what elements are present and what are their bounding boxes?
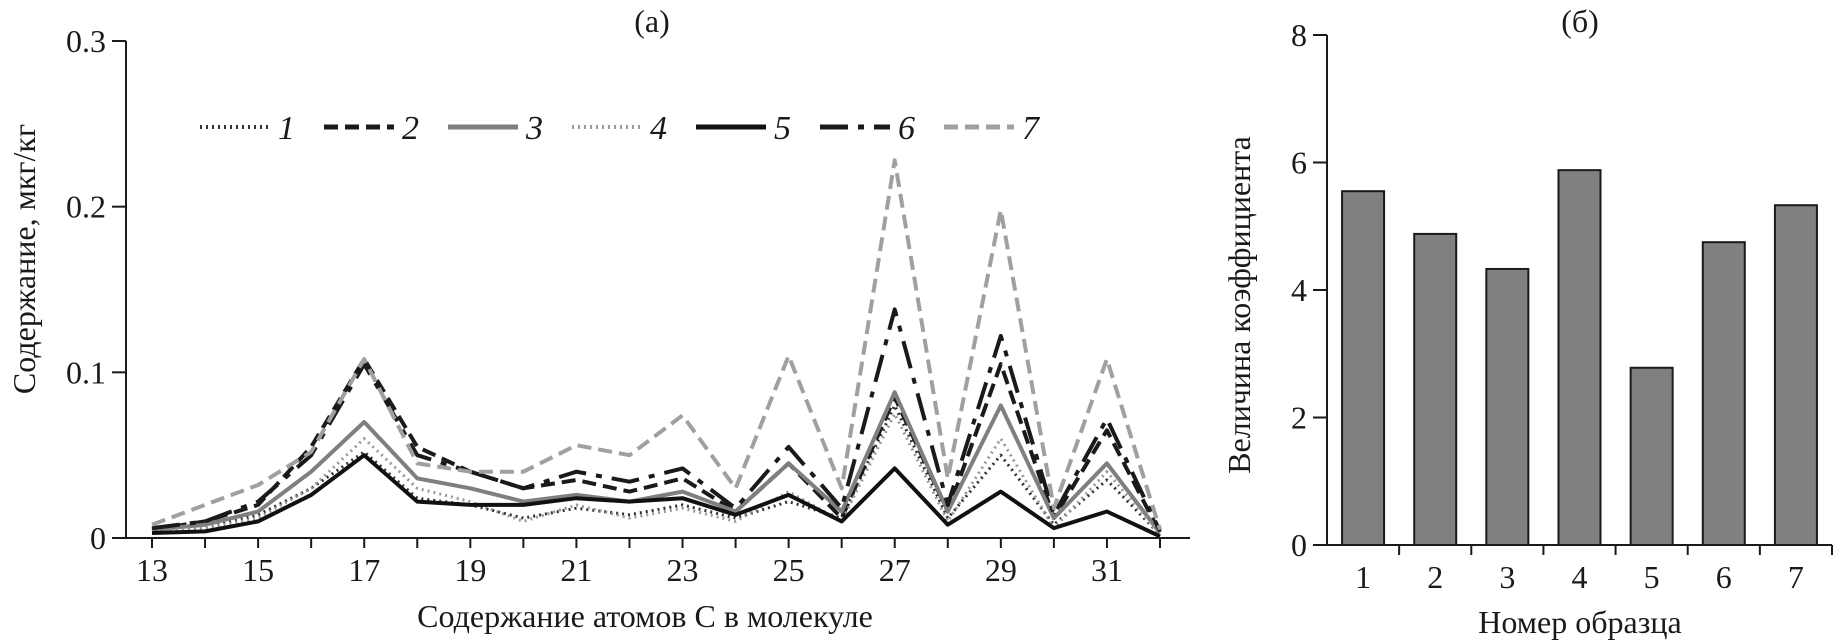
panel-b-bars (1341, 169, 1818, 546)
panel-b-bar-chart: (б) Величина коэффициента Номер образца … (1221, 3, 1833, 640)
bar-sample-7 (1773, 204, 1818, 546)
panel-b-y-ticks: 0 2 4 6 8 (1291, 17, 1327, 563)
legend-label-1: 1 (278, 110, 295, 147)
panel-a-x-tick-label: 17 (348, 552, 380, 588)
panel-a-x-tick-label: 31 (1091, 552, 1123, 588)
legend-label-2: 2 (402, 110, 419, 147)
panel-a-x-tick-label: 29 (985, 552, 1017, 588)
series-line-7 (151, 158, 1162, 531)
legend-label-7: 7 (1022, 110, 1041, 147)
bar-sample-6 (1701, 241, 1746, 546)
panel-a-ylabel: Содержание, мкг/кг (6, 124, 42, 394)
panel-b-x-ticks: 1 2 3 4 5 6 7 (1355, 545, 1833, 595)
panel-b-ylabel: Величина коэффициента (1221, 136, 1257, 474)
bar-sample-3 (1485, 267, 1530, 546)
panel-b-x-tick-label: 6 (1716, 559, 1732, 595)
legend-label-5: 5 (774, 110, 791, 147)
panel-a-y-tick-label: 0.3 (66, 23, 106, 59)
panel-a-x-tick-label: 23 (667, 552, 699, 588)
panel-a-x-tick-label: 19 (454, 552, 486, 588)
bar-sample-4 (1557, 169, 1602, 546)
panel-a-title: (а) (634, 3, 670, 39)
panel-b-x-tick-label: 2 (1427, 559, 1443, 595)
legend-label-4: 4 (650, 110, 667, 147)
panel-b-x-tick-label: 3 (1499, 559, 1515, 595)
series-line-4 (151, 412, 1162, 536)
legend-label-3: 3 (525, 110, 543, 147)
panel-a-x-ticks: 13 15 17 19 21 23 25 27 29 31 (136, 538, 1161, 588)
bar-sample-1 (1341, 190, 1386, 546)
panel-a-legend: 1 2 3 4 5 6 7 (200, 110, 1041, 147)
panel-a-line-chart: (а) Содержание, мкг/кг Содержание атомов… (6, 3, 1190, 634)
panel-a-y-tick-label: 0.2 (66, 189, 106, 225)
panel-b-x-tick-label: 7 (1788, 559, 1804, 595)
panel-a-x-tick-label: 15 (242, 552, 274, 588)
series-line-3 (151, 390, 1162, 535)
panel-a-series (151, 158, 1162, 539)
bar-sample-5 (1629, 366, 1674, 546)
panel-a-x-tick-label: 25 (773, 552, 805, 588)
panel-b-y-tick-label: 2 (1291, 400, 1307, 436)
series-line-5 (151, 453, 1161, 539)
panel-a-x-tick-label: 27 (879, 552, 911, 588)
panel-b-xlabel: Номер образца (1478, 604, 1681, 640)
series-line-2 (151, 357, 1162, 534)
panel-a-x-tick-label: 13 (136, 552, 168, 588)
panel-b-y-tick-label: 0 (1291, 527, 1307, 563)
legend-label-6: 6 (898, 110, 915, 147)
bar-sample-2 (1413, 232, 1458, 546)
panel-b-y-tick-label: 4 (1291, 272, 1307, 308)
panel-b-y-tick-label: 6 (1291, 145, 1307, 181)
panel-b-x-tick-label: 5 (1644, 559, 1660, 595)
panel-a-x-tick-label: 21 (560, 552, 592, 588)
panel-a-y-tick-label: 0 (90, 520, 106, 556)
panel-a-y-tick-label: 0.1 (66, 354, 106, 390)
panel-a-xlabel: Содержание атомов С в молекуле (417, 598, 873, 634)
panel-b-x-tick-label: 1 (1355, 559, 1371, 595)
panel-b-title: (б) (1561, 3, 1599, 39)
panel-b-x-tick-label: 4 (1572, 559, 1588, 595)
panel-a-y-ticks: 0 0.1 0.2 0.3 (66, 23, 126, 556)
panel-b-y-tick-label: 8 (1291, 17, 1307, 53)
